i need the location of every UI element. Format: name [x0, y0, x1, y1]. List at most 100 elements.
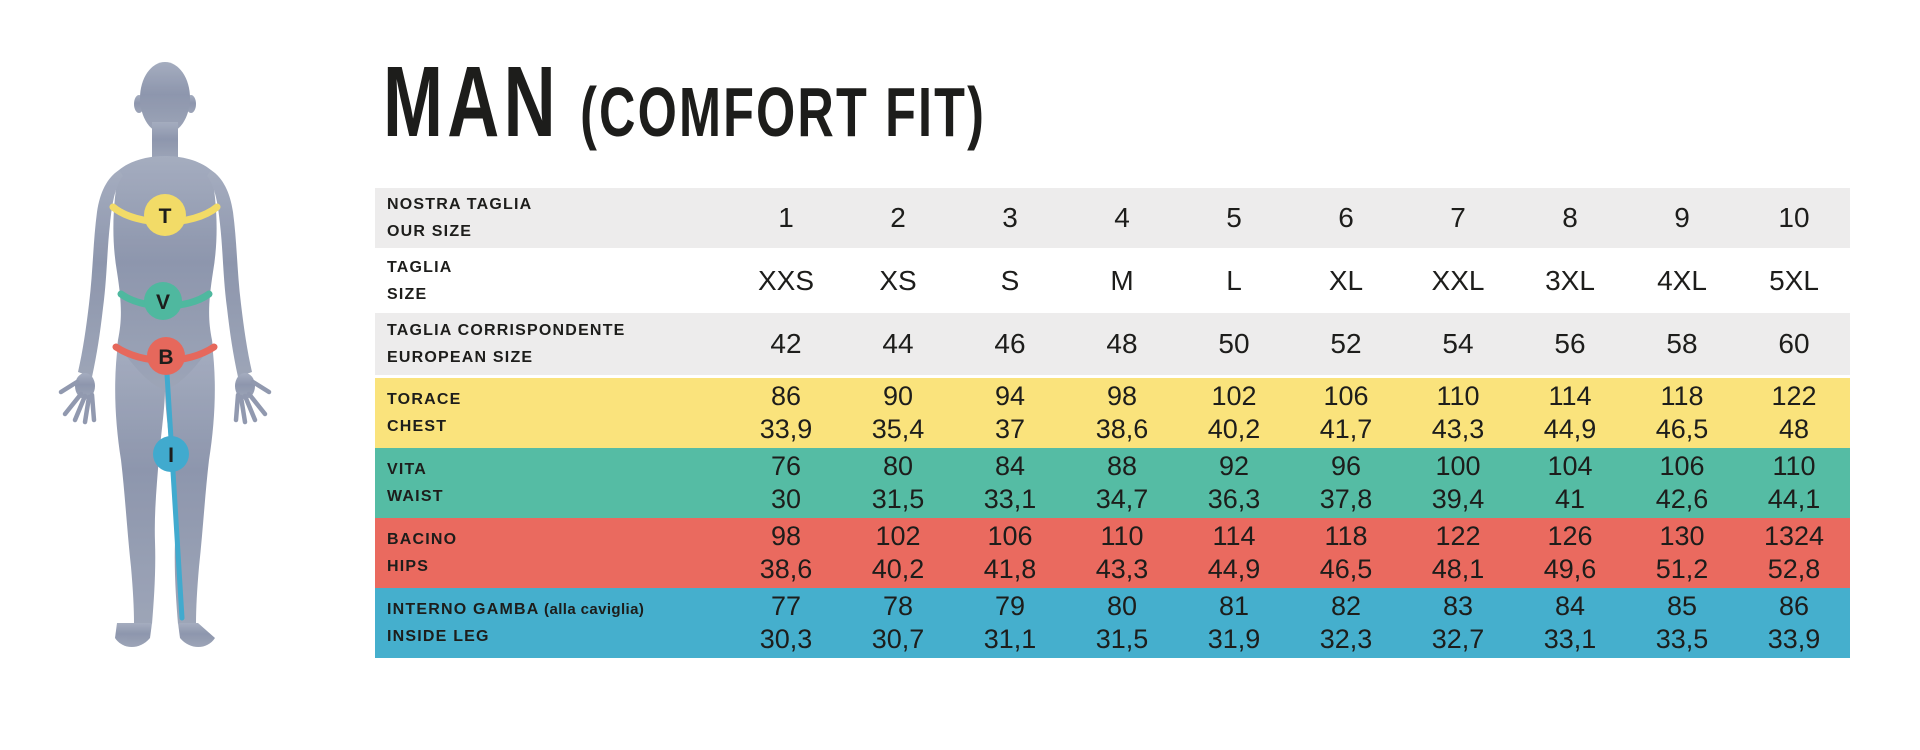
- row-label-waist: VITA WAIST: [387, 461, 444, 505]
- row-chest: TORACE CHEST 86 33,9 90 35,4 94 37 98 38,6 102 40,2…: [375, 378, 1850, 448]
- row-waist: VITA WAIST 76 30 80 31,5 84 33,1 88 34,7 92 36,3 96 3…: [375, 448, 1850, 518]
- cell-inside-leg-col5: 81 31,9: [1207, 591, 1261, 654]
- cell-chest-col3: 94 37: [994, 381, 1026, 444]
- cell-size-col9: 4XL: [1657, 264, 1707, 296]
- cell-european-size-col3: 46: [994, 328, 1026, 359]
- cell-our-size-col4: 4: [1114, 202, 1130, 233]
- cell-size-col2: XS: [879, 264, 917, 296]
- cell-inside-leg-col6: 82 32,3: [1319, 591, 1373, 654]
- cell-waist-col4: 88 34,7: [1095, 451, 1149, 514]
- cell-our-size-col7: 7: [1450, 202, 1466, 233]
- cell-european-size-col8: 56: [1554, 328, 1586, 359]
- cell-hips-col1: 98 38,6: [759, 521, 813, 584]
- cell-hips-col10: 1324 52,8: [1763, 521, 1825, 584]
- row-label-inside-leg: INTERNO GAMBA (alla caviglia) INSIDE LEG: [387, 601, 645, 645]
- inside-leg-marker: I: [153, 436, 189, 472]
- cell-european-size-col6: 52: [1330, 328, 1362, 359]
- row-inside-leg: INTERNO GAMBA (alla caviglia) INSIDE LEG 7…: [375, 588, 1850, 658]
- page-title: MAN (COMFORT FIT): [383, 52, 986, 152]
- cell-chest-col5: 102 40,2: [1207, 381, 1261, 444]
- cell-our-size-col6: 6: [1338, 202, 1354, 233]
- chest-marker: T: [144, 194, 186, 236]
- row-size: TAGLIA SIZE XXS XS S M L XL XXL 3XL 4XL 5XL: [375, 248, 1850, 313]
- row-label-hips: BACINO HIPS: [387, 531, 458, 575]
- cell-size-col8: 3XL: [1545, 264, 1595, 296]
- hips-marker: B: [147, 337, 185, 375]
- cell-size-col6: XL: [1328, 264, 1364, 296]
- inside-leg-line: [164, 371, 185, 621]
- cell-chest-col1: 86 33,9: [759, 381, 813, 444]
- cell-size-col3: S: [1000, 264, 1020, 296]
- human-body-silhouette: [58, 62, 272, 647]
- cell-hips-col6: 118 46,5: [1319, 521, 1373, 584]
- chest-marker-letter: T: [159, 205, 172, 228]
- row-hips: BACINO HIPS 98 38,6 102 40,2 106 41,8 110 43,3 114…: [375, 518, 1850, 588]
- cell-waist-col5: 92 36,3: [1207, 451, 1261, 514]
- cell-hips-col3: 106 41,8: [983, 521, 1037, 584]
- row-label-european-size: TAGLIA CORRISPONDENTE EUROPEAN SIZE: [387, 322, 626, 366]
- cell-size-col7: XXL: [1431, 264, 1485, 296]
- cell-hips-col5: 114 44,9: [1207, 521, 1261, 584]
- cell-hips-col2: 102 40,2: [871, 521, 925, 584]
- cell-size-col10: 5XL: [1769, 264, 1819, 296]
- cell-chest-col6: 106 41,7: [1319, 381, 1373, 444]
- cell-european-size-col1: 42: [770, 328, 802, 359]
- cell-waist-col10: 110 44,1: [1767, 451, 1821, 514]
- cell-size-col4: M: [1110, 264, 1134, 296]
- cell-inside-leg-col10: 86 33,9: [1767, 591, 1821, 654]
- waist-marker-letter: V: [156, 291, 170, 314]
- cell-our-size-col8: 8: [1562, 202, 1578, 233]
- cell-size-col1: XXS: [757, 264, 815, 296]
- cell-european-size-col7: 54: [1442, 328, 1474, 359]
- cell-waist-col9: 106 42,6: [1655, 451, 1709, 514]
- cell-chest-col4: 98 38,6: [1095, 381, 1149, 444]
- inside-leg-marker-letter: I: [168, 444, 174, 467]
- cell-hips-col8: 126 49,6: [1543, 521, 1597, 584]
- row-label-size: TAGLIA SIZE: [387, 258, 453, 303]
- cell-european-size-col5: 50: [1218, 328, 1250, 359]
- row-our-size: NOSTRA TAGLIA OUR SIZE 1 2 3 4 5 6 7 8 9 10: [375, 188, 1850, 248]
- cell-inside-leg-col9: 85 33,5: [1655, 591, 1709, 654]
- cell-hips-col9: 130 51,2: [1655, 521, 1709, 584]
- page-title-sub: (COMFORT FIT): [580, 73, 987, 151]
- row-label-our-size: NOSTRA TAGLIA OUR SIZE: [387, 196, 533, 240]
- hips-marker-letter: B: [158, 346, 173, 369]
- cell-waist-col1: 76 30: [770, 451, 802, 514]
- cell-inside-leg-col4: 80 31,5: [1095, 591, 1149, 654]
- cell-chest-col10: 122 48: [1771, 381, 1817, 444]
- cell-inside-leg-col2: 78 30,7: [871, 591, 925, 654]
- page-title-main: MAN: [383, 46, 560, 158]
- cell-size-col5: L: [1226, 264, 1242, 296]
- cell-chest-col7: 110 43,3: [1431, 381, 1485, 444]
- waist-marker: V: [144, 282, 182, 320]
- cell-chest-col9: 118 46,5: [1655, 381, 1709, 444]
- cell-waist-col3: 84 33,1: [983, 451, 1037, 514]
- cell-european-size-col2: 44: [882, 328, 914, 359]
- cell-european-size-col4: 48: [1106, 328, 1138, 359]
- row-european-size: TAGLIA CORRISPONDENTE EUROPEAN SIZE 42 44 46…: [375, 313, 1850, 375]
- cell-our-size-col1: 1: [778, 202, 794, 233]
- size-table: NOSTRA TAGLIA OUR SIZE 1 2 3 4 5 6 7 8 9 10 TAGLIA SI…: [375, 188, 1850, 658]
- cell-chest-col8: 114 44,9: [1543, 381, 1597, 444]
- cell-waist-col2: 80 31,5: [871, 451, 925, 514]
- cell-inside-leg-col7: 83 32,7: [1431, 591, 1485, 654]
- cell-our-size-col10: 10: [1778, 202, 1810, 233]
- cell-european-size-col9: 58: [1666, 328, 1698, 359]
- cell-chest-col2: 90 35,4: [871, 381, 925, 444]
- cell-inside-leg-col8: 84 33,1: [1543, 591, 1597, 654]
- cell-inside-leg-col3: 79 31,1: [983, 591, 1037, 654]
- cell-european-size-col10: 60: [1778, 328, 1810, 359]
- cell-hips-col4: 110 43,3: [1095, 521, 1149, 584]
- row-label-chest: TORACE CHEST: [387, 391, 462, 435]
- human-figure-svg: T V B I: [58, 62, 272, 647]
- cell-our-size-col9: 9: [1674, 202, 1690, 233]
- cell-waist-col7: 100 39,4: [1431, 451, 1485, 514]
- cell-hips-col7: 122 48,1: [1431, 521, 1485, 584]
- cell-our-size-col2: 2: [890, 202, 906, 233]
- cell-our-size-col5: 5: [1226, 202, 1242, 233]
- cell-waist-col8: 104 41: [1547, 451, 1593, 514]
- cell-inside-leg-col1: 77 30,3: [759, 591, 813, 654]
- body-measurement-diagram: T V B I: [55, 52, 295, 667]
- cell-waist-col6: 96 37,8: [1319, 451, 1373, 514]
- cell-our-size-col3: 3: [1002, 202, 1018, 233]
